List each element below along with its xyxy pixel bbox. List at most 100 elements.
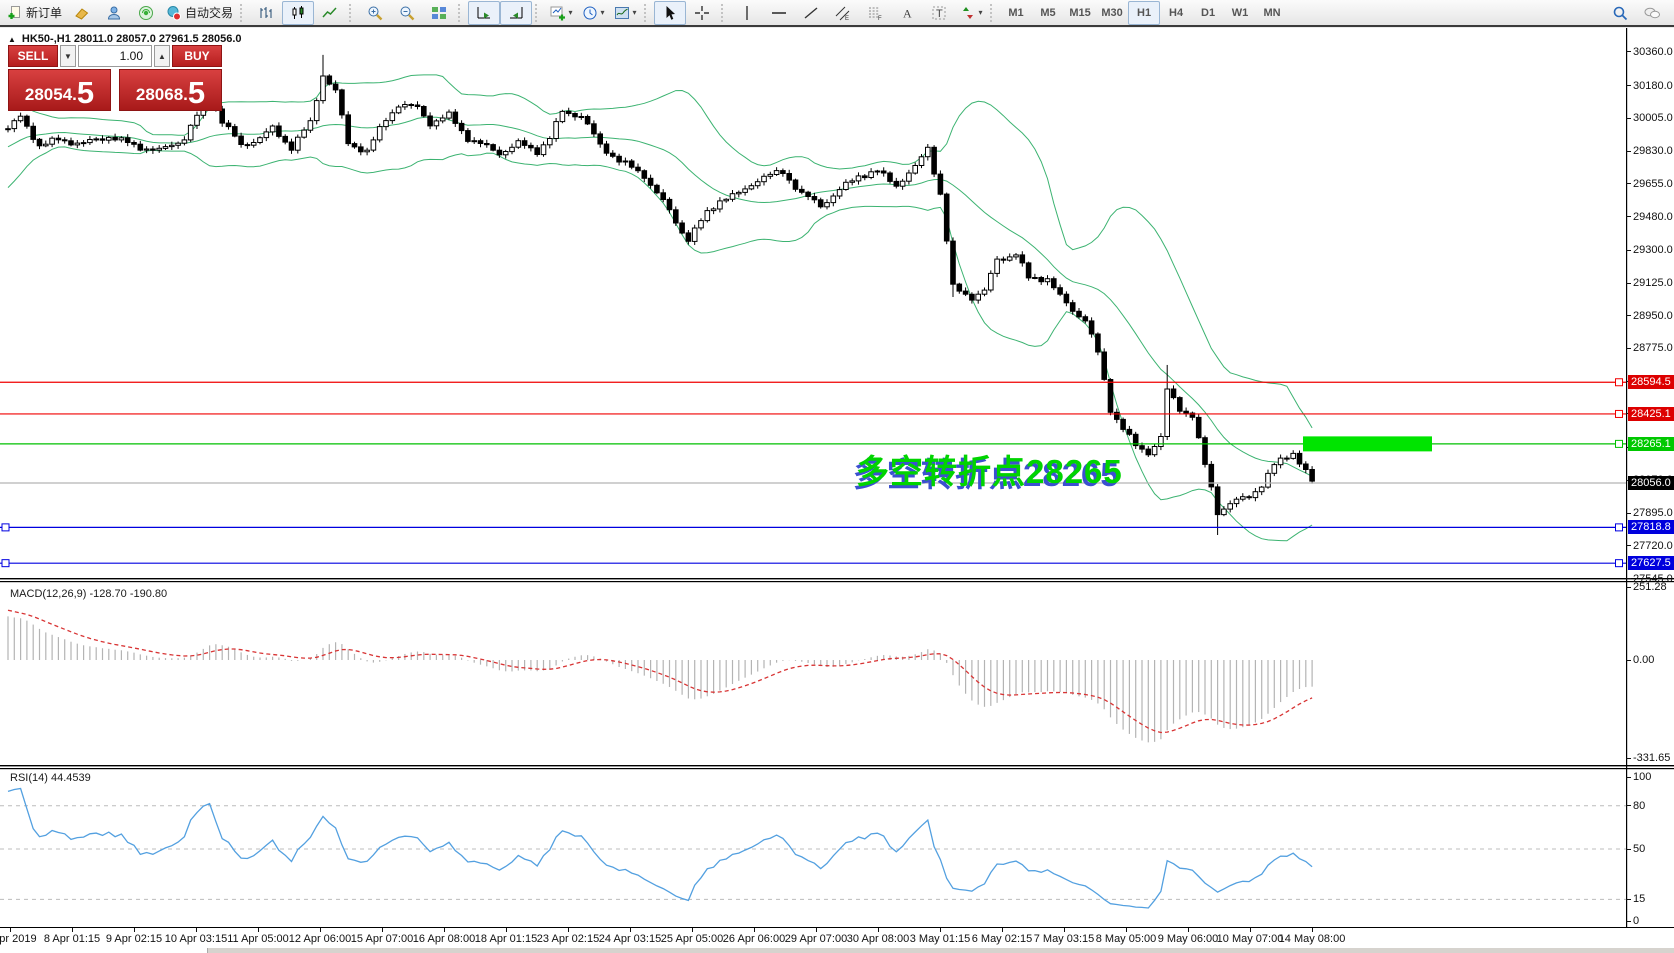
svg-text:T: T xyxy=(936,8,943,20)
indicators-icon xyxy=(550,5,566,21)
auto-trading-button[interactable]: 自动交易 xyxy=(162,1,237,25)
price-axis-tick: 28950.0 xyxy=(1633,309,1673,322)
candlestick-button[interactable] xyxy=(282,0,315,25)
tile-windows-button[interactable] xyxy=(423,1,455,25)
chart-text-annotation[interactable]: 多空转折点28265 xyxy=(856,453,1123,490)
toolbar-grip xyxy=(349,3,354,22)
svg-text:E: E xyxy=(845,16,849,21)
timeframe-d1-button[interactable]: D1 xyxy=(1201,6,1216,19)
time-axis-label: 25 Apr 05:00 xyxy=(660,933,724,945)
line-chart-button[interactable] xyxy=(314,1,346,25)
time-axis-label: 8 May 05:00 xyxy=(1095,933,1157,945)
collapse-panel-arrow[interactable]: ▲ xyxy=(8,34,16,44)
community-button[interactable] xyxy=(98,1,130,25)
vline-icon xyxy=(739,5,755,21)
price-tick-mark xyxy=(1626,249,1631,251)
vertical-line-button[interactable] xyxy=(731,1,763,25)
price-tick-mark xyxy=(1626,545,1631,547)
periods-button[interactable]: ▾ xyxy=(577,1,609,25)
buy-button[interactable]: BUY xyxy=(172,45,222,67)
new-order-button[interactable]: 新订单 xyxy=(3,1,66,25)
hline-price-label: 27818.8 xyxy=(1628,520,1674,535)
timeframe-mn-button[interactable]: MN xyxy=(1263,6,1281,19)
volume-up-button[interactable]: ▲ xyxy=(154,45,170,67)
eraser-button[interactable] xyxy=(66,1,98,25)
timeframe-h1-button[interactable]: H1 xyxy=(1128,0,1161,25)
buy-price-button[interactable]: 28068. 5 xyxy=(119,69,222,111)
time-tick-mark xyxy=(1064,928,1065,932)
hline-price-label: 28594.5 xyxy=(1628,375,1674,390)
timeframe-m1-button[interactable]: M1 xyxy=(1008,6,1024,19)
timeframe-m30-button[interactable]: M30 xyxy=(1101,6,1123,19)
volume-down-button[interactable]: ▼ xyxy=(60,45,76,67)
chart-shift-button[interactable] xyxy=(500,0,533,25)
time-axis-label: 16 Apr 08:00 xyxy=(412,933,476,945)
chat-button[interactable] xyxy=(1636,1,1668,25)
price-tick-mark xyxy=(1626,776,1631,778)
chart-svg[interactable] xyxy=(0,28,1674,928)
zoom-out-button[interactable] xyxy=(391,1,423,25)
equidistant-channel-button[interactable]: E xyxy=(827,1,859,25)
sell-price-button[interactable]: 28054. 5 xyxy=(8,69,111,111)
horizontal-line-button[interactable] xyxy=(763,1,795,25)
zoomin-icon xyxy=(367,5,383,21)
trendline-button[interactable] xyxy=(795,1,827,25)
time-axis-label: 3 May 01:15 xyxy=(909,933,971,945)
clock-icon xyxy=(582,5,598,21)
time-tick-mark xyxy=(72,928,73,932)
arrows-icon xyxy=(960,5,976,21)
price-axis-tick: 29655.0 xyxy=(1633,177,1673,190)
auto-scroll-button[interactable] xyxy=(468,0,501,25)
eraser-icon xyxy=(74,5,90,21)
price-axis-tick: 29300.0 xyxy=(1633,244,1673,257)
time-axis-label: 10 Apr 03:15 xyxy=(164,933,228,945)
crosshair-button[interactable] xyxy=(686,1,718,25)
time-axis-label: 12 Apr 06:00 xyxy=(288,933,352,945)
timeframe-h4-button[interactable]: H4 xyxy=(1169,6,1184,19)
crosshair-icon xyxy=(694,5,710,21)
sell-button[interactable]: SELL xyxy=(8,45,58,67)
price-axis-tick: 251.28 xyxy=(1633,581,1667,593)
price-tick-mark xyxy=(1626,216,1631,218)
price-tick-mark xyxy=(1626,578,1631,580)
cursor-button[interactable] xyxy=(654,0,687,25)
time-tick-mark xyxy=(692,928,693,932)
channel-icon: E xyxy=(835,5,851,21)
text-label-button[interactable]: T xyxy=(923,1,955,25)
time-tick-mark xyxy=(1188,928,1189,932)
buy-price-main: 28068. xyxy=(135,85,188,104)
time-tick-mark xyxy=(754,928,755,932)
time-axis-label: 15 Apr 07:00 xyxy=(350,933,414,945)
search-button[interactable] xyxy=(1604,1,1636,25)
signals-button[interactable] xyxy=(130,1,162,25)
price-axis-tick: 30360.0 xyxy=(1633,45,1673,58)
time-axis-label: 9 Apr 02:15 xyxy=(105,933,163,945)
auto-trading-button-label: 自动交易 xyxy=(185,6,234,20)
text-button[interactable]: A xyxy=(891,1,923,25)
price-tick-mark xyxy=(1626,85,1631,87)
timeframe-w1-button[interactable]: W1 xyxy=(1231,6,1249,19)
signal-icon xyxy=(138,5,154,21)
timeframe-m5-button[interactable]: M5 xyxy=(1040,6,1056,19)
price-axis-tick: 15 xyxy=(1633,893,1646,906)
one-click-trade-panel: SELL ▼ 1.00 ▲ BUY 28054. 5 28068. 5 xyxy=(8,45,222,111)
zoom-in-button[interactable] xyxy=(359,1,391,25)
price-tick-mark xyxy=(1626,920,1631,922)
timeframe-m15-button[interactable]: M15 xyxy=(1069,6,1091,19)
arrows-button[interactable]: ▾ xyxy=(955,1,987,25)
shift-icon xyxy=(508,5,524,21)
price-tick-mark xyxy=(1626,898,1631,900)
bar-chart-button[interactable] xyxy=(250,1,282,25)
search-icon xyxy=(1612,5,1628,21)
buy-price-big-digit: 5 xyxy=(187,75,206,110)
time-axis-label: 8 Apr 01:15 xyxy=(43,933,101,945)
time-axis-label: 14 May 08:00 xyxy=(1278,933,1346,945)
time-tick-mark xyxy=(134,928,135,932)
price-tick-mark xyxy=(1626,805,1631,807)
fibonacci-button[interactable]: F xyxy=(859,1,891,25)
templates-button[interactable]: ▾ xyxy=(609,1,641,25)
volume-input[interactable]: 1.00 xyxy=(78,45,152,67)
hline-price-label: 28425.1 xyxy=(1628,406,1674,421)
indicators-button[interactable]: ▾ xyxy=(545,1,577,25)
